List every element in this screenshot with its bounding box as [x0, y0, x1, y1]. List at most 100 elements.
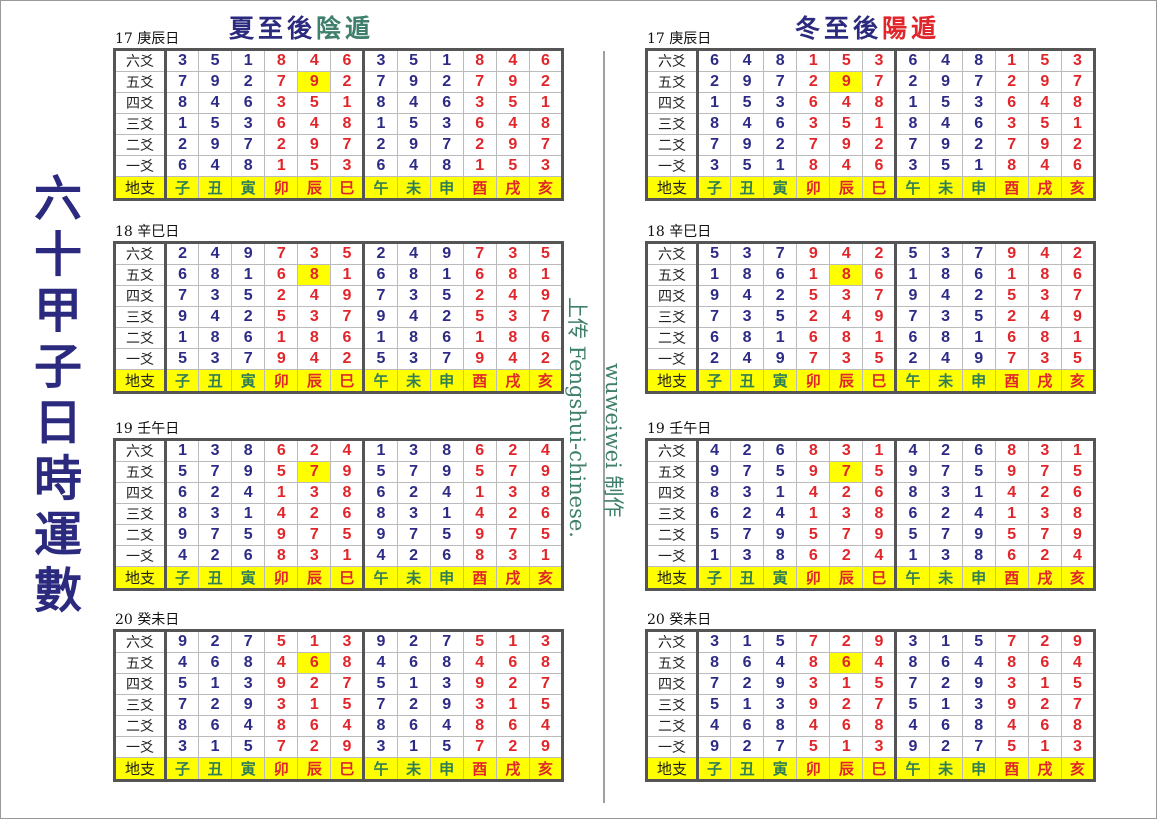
table-cell: 2	[462, 134, 497, 156]
table-cell: 1	[231, 264, 266, 286]
table-cell: 6	[164, 482, 200, 504]
table-cell: 3	[796, 673, 831, 695]
table-cell: 8	[164, 715, 200, 737]
table-cell: 2	[862, 134, 898, 156]
table-row: 六爻 1 3 8 6 2 4 1 3 8 6 2 4	[114, 439, 564, 462]
table-cell: 7	[363, 71, 398, 93]
table-row: 三爻 7 2 9 3 1 5 7 2 9 3 1 5	[114, 694, 564, 716]
table-cell: 6	[730, 652, 765, 674]
table-row: 六爻 3 1 5 7 2 9 3 1 5 7 2 9	[646, 630, 1096, 653]
table-cell: 6	[796, 327, 831, 349]
table-cell: 9	[895, 285, 930, 307]
table-cell: 6	[829, 715, 864, 737]
branch-cell: 未	[928, 757, 963, 781]
row-label: 三爻	[114, 503, 167, 525]
table-cell: 7	[164, 694, 200, 716]
table-cell: 9	[429, 461, 464, 483]
table-cell: 7	[462, 71, 497, 93]
table-cell: 6	[994, 545, 1029, 567]
table-row: 二爻 2 9 7 2 9 7 2 9 7 2 9 7	[114, 134, 564, 156]
right-header-part1: 冬至後	[795, 14, 883, 43]
table-cell: 2	[363, 134, 398, 156]
table-cell: 4	[264, 503, 299, 525]
table-cell: 8	[495, 264, 530, 286]
table-cell: 1	[198, 736, 233, 758]
table-row: 二爻 6 8 1 6 8 1 6 8 1 6 8 1	[646, 327, 1096, 349]
branch-cell: 亥	[528, 369, 564, 393]
table-cell: 6	[928, 652, 963, 674]
row-label: 六爻	[114, 630, 167, 653]
table-cell: 9	[994, 242, 1029, 265]
table-cell: 9	[829, 134, 864, 156]
table-cell: 4	[297, 285, 332, 307]
branch-cell: 戌	[495, 757, 530, 781]
table-cell: 4	[730, 49, 765, 72]
table-cell: 6	[994, 92, 1029, 114]
table-cell: 9	[264, 524, 299, 546]
table-cell: 9	[796, 242, 831, 265]
table-cell: 2	[495, 439, 530, 462]
table-cell: 7	[528, 134, 564, 156]
table-cell: 5	[928, 92, 963, 114]
table-cell: 5	[862, 348, 898, 370]
branch-cell: 未	[396, 369, 431, 393]
table-cell: 7	[528, 673, 564, 695]
branch-cell: 午	[363, 566, 398, 590]
table-cell: 9	[264, 673, 299, 695]
row-label: 一爻	[114, 736, 167, 758]
table-cell: 1	[264, 155, 299, 177]
table-cell: 3	[495, 545, 530, 567]
table-cell: 5	[231, 736, 266, 758]
table-cell: 7	[198, 461, 233, 483]
table-cell: 5	[198, 49, 233, 72]
table-cell: 2	[231, 71, 266, 93]
table-row: 五爻 8 6 4 8 6 4 8 6 4 8 6 4	[646, 652, 1096, 674]
table-cell: 3	[297, 242, 332, 265]
table-cell: 3	[363, 736, 398, 758]
table-cell: 1	[462, 327, 497, 349]
row-label: 一爻	[646, 545, 699, 567]
table-cell: 6	[1027, 715, 1062, 737]
table-cell: 6	[297, 715, 332, 737]
table-cell: 9	[961, 524, 996, 546]
day-label: 20 癸未日	[115, 612, 180, 628]
table-cell: 4	[796, 715, 831, 737]
table-cell: 2	[730, 439, 765, 462]
table-cell: 1	[696, 264, 732, 286]
right-header: 冬至後陽遁	[795, 9, 940, 45]
table-cell: 4	[495, 113, 530, 135]
table-cell: 9	[164, 306, 200, 328]
table-cell: 2	[429, 306, 464, 328]
table-cell: 1	[829, 673, 864, 695]
table-cell: 4	[763, 503, 798, 525]
branch-cell: 寅	[763, 566, 798, 590]
row-label: 六爻	[114, 49, 167, 72]
row-label: 四爻	[646, 92, 699, 114]
right-day-block: 19 壬午日 六爻 4 2 6 8 3 1 4 2 6 8 3 1 五爻 9 7 5 9 7 5 9 7 5 9 7 5 四爻 8 3 1 4…	[645, 421, 1096, 591]
table-row: 六爻 9 2 7 5 1 3 9 2 7 5 1 3	[114, 630, 564, 653]
table-cell: 6	[528, 49, 564, 72]
table-cell: 6	[264, 439, 299, 462]
table-cell: 5	[297, 155, 332, 177]
row-label: 五爻	[646, 71, 699, 93]
table-row: 五爻 6 8 1 6 8 1 6 8 1 6 8 1	[114, 264, 564, 286]
row-label: 二爻	[114, 524, 167, 546]
branch-cell: 丑	[730, 566, 765, 590]
table-cell: 9	[231, 461, 266, 483]
branch-label: 地支	[114, 369, 167, 393]
table-cell: 4	[895, 439, 930, 462]
table-cell: 3	[396, 348, 431, 370]
highlighted-cell: 8	[829, 264, 864, 286]
branch-cell: 丑	[198, 176, 233, 200]
table-cell: 1	[928, 694, 963, 716]
table-cell: 9	[696, 461, 732, 483]
table-cell: 4	[895, 715, 930, 737]
table-cell: 7	[1027, 524, 1062, 546]
table-cell: 5	[928, 155, 963, 177]
table-cell: 6	[696, 49, 732, 72]
table-cell: 5	[528, 524, 564, 546]
yao-table: 六爻 1 3 8 6 2 4 1 3 8 6 2 4 五爻 5 7 9 5 7 9 5 7 9 5 7 9 四爻 6 2 4 1 3 8 6 2 4 1…	[113, 438, 564, 591]
branch-cell: 卯	[264, 176, 299, 200]
table-cell: 1	[730, 694, 765, 716]
table-cell: 5	[730, 155, 765, 177]
